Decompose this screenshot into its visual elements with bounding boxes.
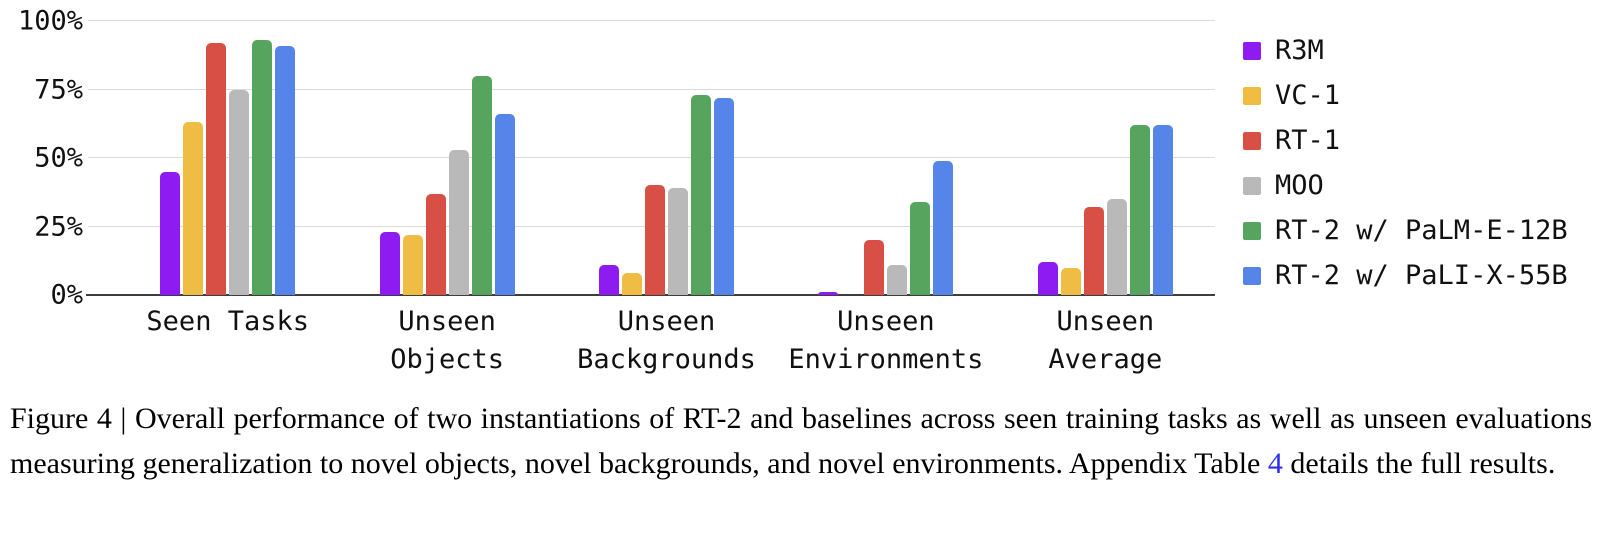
bar (471, 75, 492, 295)
gridline (88, 20, 1215, 21)
bar-group (337, 21, 556, 295)
bar (910, 201, 931, 295)
bar-chart: 0% 25% 50% 75% 100% Seen Tasks Unseen Objects U… (0, 0, 1568, 379)
bar (448, 149, 469, 295)
y-tick-label: 25% (34, 211, 83, 242)
plot-area (86, 20, 1215, 296)
bar (183, 122, 204, 295)
legend-item: MOO (1243, 163, 1568, 208)
bar (864, 240, 885, 295)
bar (206, 42, 227, 295)
bar (229, 89, 250, 295)
bar (1083, 207, 1104, 295)
bar (691, 95, 712, 295)
bar-group (118, 21, 337, 295)
x-axis-label: Unseen Backgrounds (577, 306, 756, 375)
bar (714, 97, 735, 295)
legend-label: RT-1 (1275, 125, 1341, 156)
bar (275, 45, 296, 295)
legend-item: RT-2 w/ PaLI-X-55B (1243, 253, 1568, 298)
gridline (88, 88, 1215, 90)
x-axis-label: Unseen Environments (788, 306, 984, 375)
gridline (88, 157, 1215, 158)
bar (1129, 125, 1150, 295)
bar (668, 188, 689, 295)
legend-label: RT-2 w/ PaLM-E-12B (1275, 215, 1568, 246)
legend-item: VC-1 (1243, 73, 1568, 118)
bar (933, 160, 954, 295)
bar (645, 185, 666, 295)
plot-column: Seen Tasks Unseen Objects Unseen Backgrounds… (86, 0, 1215, 379)
y-tick-label: 0% (50, 279, 83, 311)
legend-item: RT-2 w/ PaLM-E-12B (1243, 208, 1568, 253)
table-4-link[interactable]: 4 (1267, 447, 1283, 480)
y-tick-label: 100% (17, 5, 83, 37)
x-axis-label: Unseen Average (1048, 306, 1163, 375)
bar (1106, 199, 1127, 295)
chart-legend: R3M VC-1 RT-1 MOO RT-2 w/ PaLM-E-12B RT-2 w/ … (1243, 0, 1568, 379)
bar (425, 193, 446, 295)
bar (1037, 262, 1058, 295)
legend-label: MOO (1275, 170, 1324, 201)
bar (622, 273, 643, 295)
bar (494, 114, 515, 295)
x-axis-line (86, 294, 1215, 296)
bar-group (776, 21, 995, 295)
bar (1152, 125, 1173, 295)
bar (402, 234, 423, 295)
y-tick-label: 50% (34, 142, 83, 174)
bar (252, 40, 273, 295)
bar (887, 264, 908, 295)
caption-text-after-link: details the full results. (1282, 447, 1556, 480)
legend-swatch-icon (1243, 176, 1261, 195)
bar (599, 264, 620, 295)
legend-swatch-icon (1243, 266, 1261, 285)
legend-label: R3M (1275, 35, 1324, 66)
figure-caption: Figure 4 | Overall performance of two in… (10, 396, 1592, 486)
legend-swatch-icon (1243, 221, 1261, 240)
legend-swatch-icon (1243, 41, 1261, 60)
legend-item: R3M (1243, 28, 1568, 73)
legend-item: RT-1 (1243, 118, 1568, 163)
x-axis-label: Seen Tasks (146, 306, 309, 337)
legend-swatch-icon (1243, 131, 1261, 150)
bar (1060, 267, 1081, 295)
bar-groups (88, 21, 1215, 295)
bar (818, 292, 839, 295)
x-axis-label: Unseen Objects (390, 306, 504, 375)
legend-swatch-icon (1243, 86, 1261, 105)
legend-label: RT-2 w/ PaLI-X-55B (1275, 260, 1568, 291)
bar-group (996, 21, 1215, 295)
y-tick-label: 75% (34, 74, 83, 105)
legend-label: VC-1 (1275, 80, 1341, 111)
caption-text-before-link: Figure 4 | Overall performance of two in… (10, 402, 1592, 480)
x-axis-labels: Seen Tasks Unseen Objects Unseen Backgrounds… (88, 303, 1215, 379)
bar-group (557, 21, 776, 295)
bar (379, 232, 400, 295)
bar (160, 171, 181, 295)
y-axis: 0% 25% 50% 75% 100% (0, 6, 88, 311)
